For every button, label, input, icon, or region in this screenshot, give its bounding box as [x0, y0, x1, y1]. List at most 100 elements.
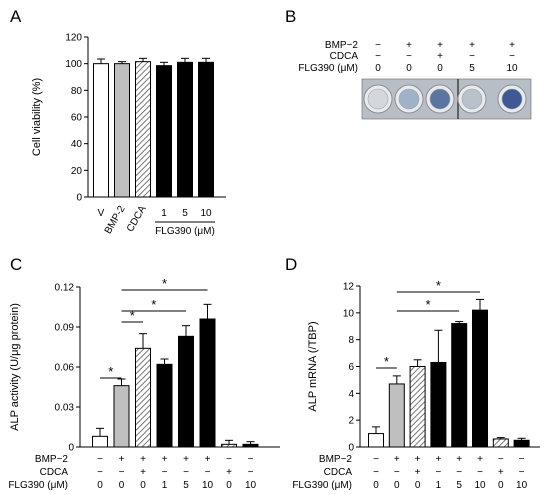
chart-c-alp-activity: 0 0.03 0.06 0.09 0.12 ALP activity (U/μg prot… [8, 276, 280, 491]
significance-star: * [162, 276, 167, 291]
bar [242, 443, 259, 448]
condition-value: − [509, 51, 515, 62]
bar [113, 385, 130, 448]
panel-letter-b: B [285, 7, 296, 26]
significance-star: * [384, 354, 389, 369]
well [367, 88, 389, 110]
condition-value: 0 [373, 480, 379, 491]
condition-value: − [119, 467, 125, 478]
condition-value: − [394, 467, 400, 478]
x-category-label: 5 [182, 208, 188, 219]
chart-a-cell-viability: 0 20 40 60 80 100 120 Cell viability (%) VBMP-2C… [31, 33, 226, 237]
bar [156, 65, 172, 198]
condition-value: − [477, 467, 483, 478]
bar [492, 438, 509, 448]
condition-row-label: CDCA [324, 467, 353, 478]
condition-value: 10 [516, 480, 528, 491]
condition-value: + [437, 40, 443, 51]
condition-value: + [226, 467, 232, 478]
condition-value: + [498, 467, 504, 478]
y-tick-label: 80 [71, 86, 83, 97]
panel-letter-a: A [10, 7, 22, 26]
condition-value: 0 [498, 480, 504, 491]
condition-value: − [406, 51, 412, 62]
condition-value: + [469, 40, 475, 51]
y-tick-label: 40 [71, 139, 83, 150]
condition-row-label: CDCA [330, 51, 359, 62]
y-tick-label: 20 [71, 166, 83, 177]
condition-value: 0 [406, 63, 412, 74]
condition-value: 5 [183, 480, 189, 491]
panel-letter-c: C [10, 255, 22, 274]
y-tick-label: 0.12 [55, 283, 75, 294]
y-tick-label: 12 [343, 282, 355, 293]
y-tick-label: 2 [348, 416, 354, 427]
y-tick-label: 0.03 [55, 403, 75, 414]
panel-b-well-image: BMP−2− + + + +CDCA − − + − −FLG390 (μM) 0 0 0 5 10 [298, 40, 532, 120]
condition-row-label: BMP−2 [325, 40, 359, 51]
condition-row-label: FLG390 (μM) [298, 63, 358, 74]
condition-value: − [97, 454, 103, 465]
condition-row-label: CDCA [40, 467, 69, 478]
condition-value: 10 [506, 63, 518, 74]
bar [92, 435, 108, 448]
condition-value: + [415, 467, 421, 478]
significance-star: * [436, 278, 441, 293]
bar [93, 63, 109, 198]
condition-value: − [248, 467, 254, 478]
well [398, 88, 420, 110]
bar [135, 347, 151, 448]
condition-value: − [375, 40, 381, 51]
condition-value: − [469, 51, 475, 62]
y-tick-label: 0 [348, 443, 354, 454]
condition-value: 0 [119, 480, 125, 491]
condition-value: + [119, 454, 125, 465]
condition-value: − [162, 467, 168, 478]
condition-value: 1 [162, 480, 168, 491]
condition-value: 10 [474, 480, 486, 491]
y-axis-label: ALP mRNA (/TBP) [307, 321, 319, 411]
bar [198, 61, 214, 198]
condition-value: 0 [437, 63, 443, 74]
condition-value: − [435, 467, 441, 478]
condition-row-label: BMP−2 [35, 454, 69, 465]
bar [368, 433, 384, 448]
condition-value: − [248, 454, 254, 465]
condition-value: 0 [97, 480, 103, 491]
condition-value: + [205, 454, 211, 465]
bar [178, 335, 194, 448]
condition-value: − [183, 467, 189, 478]
well [429, 88, 451, 110]
condition-value: − [226, 454, 232, 465]
condition-value: − [205, 467, 211, 478]
condition-value: − [519, 454, 525, 465]
bar [135, 61, 151, 198]
x-category-label: BMP-2 [103, 204, 128, 236]
y-tick-label: 8 [348, 335, 354, 346]
y-axis-label: ALP activity (U/μg protein) [9, 303, 21, 431]
bar [156, 363, 173, 448]
condition-value: 5 [469, 63, 475, 74]
bar [177, 61, 193, 198]
condition-value: − [456, 467, 462, 478]
condition-value: + [406, 40, 412, 51]
bar [409, 366, 426, 448]
y-tick-label: 60 [71, 113, 83, 124]
condition-value: + [509, 40, 515, 51]
condition-value: + [415, 454, 421, 465]
condition-value: − [97, 467, 103, 478]
bar [388, 383, 405, 448]
condition-value: + [394, 454, 400, 465]
condition-value: + [437, 51, 443, 62]
bar [199, 318, 216, 448]
x-category-label: CDCA [125, 204, 149, 234]
y-tick-label: 4 [348, 389, 354, 400]
panel-letter-d: D [285, 255, 297, 274]
y-tick-label: 0.06 [55, 363, 75, 374]
condition-value: + [140, 467, 146, 478]
condition-value: 10 [245, 480, 257, 491]
condition-value: + [140, 454, 146, 465]
y-tick-label: 6 [348, 362, 354, 373]
condition-value: + [456, 454, 462, 465]
